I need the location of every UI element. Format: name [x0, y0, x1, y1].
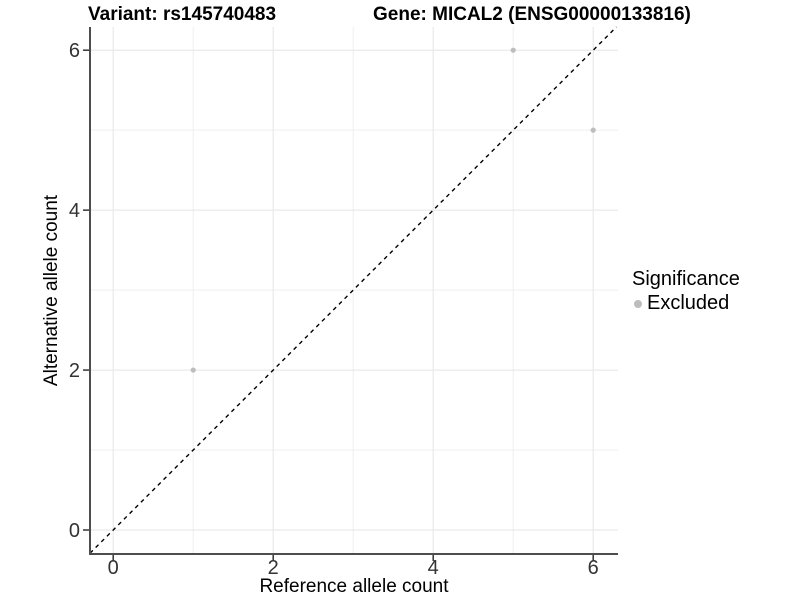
data-point — [510, 47, 516, 53]
data-point — [590, 127, 596, 133]
legend: Significance Excluded — [632, 268, 740, 315]
y-tick-label: 0 — [69, 520, 80, 542]
y-tick-label: 2 — [69, 360, 80, 382]
x-tick-label: 4 — [428, 557, 439, 579]
plot-title-variant: Variant: rs145740483 — [88, 4, 277, 25]
x-tick-label: 0 — [108, 557, 119, 579]
legend-title: Significance — [632, 268, 740, 290]
data-point — [190, 367, 196, 373]
y-axis-title: Alternative allele count — [41, 194, 62, 386]
x-tick-label: 2 — [268, 557, 279, 579]
x-tick-label: 6 — [588, 557, 599, 579]
plot-title-gene: Gene: MICAL2 (ENSG00000133816) — [373, 4, 691, 25]
x-axis-title: Reference allele count — [259, 576, 449, 597]
y-tick-label: 6 — [69, 40, 80, 62]
y-tick-label: 4 — [69, 200, 80, 222]
circle-icon — [634, 299, 642, 308]
legend-item-label: Excluded — [647, 292, 730, 314]
legend-item: Excluded — [632, 292, 740, 315]
